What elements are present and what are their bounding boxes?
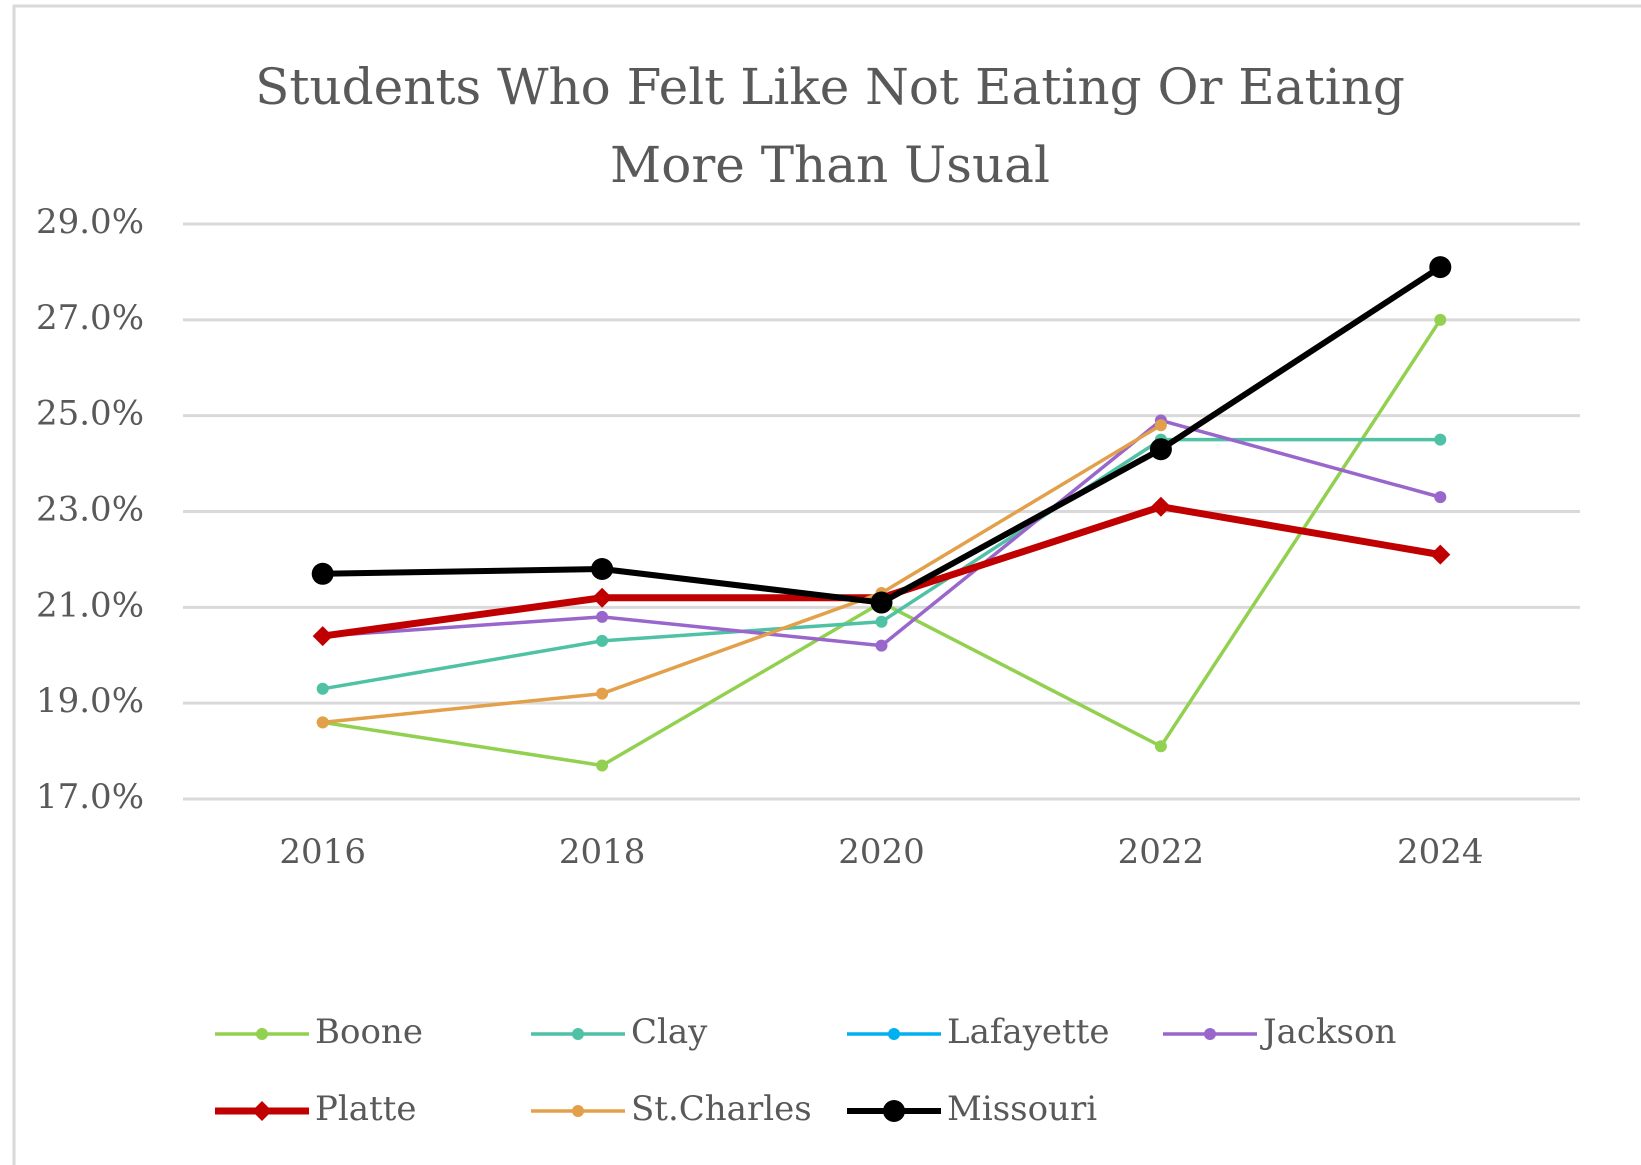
marker [596,687,609,700]
series-line [322,264,1442,606]
y-tick-label: 19.0% [36,681,144,721]
y-tick-label: 29.0% [36,202,144,242]
legend-label: Lafayette [947,1012,1109,1052]
marker [875,615,888,628]
legend-label: Boone [315,1012,423,1052]
y-tick-label: 27.0% [36,298,144,338]
marker [1434,491,1447,504]
marker [1154,419,1167,432]
marker [596,610,609,623]
x-tick-label: 2018 [559,832,646,872]
chart-border [12,4,1641,1165]
marker [596,634,609,647]
marker [870,591,893,614]
marker [1204,1028,1216,1040]
marker [572,1105,584,1117]
marker [875,639,888,652]
chart-title: Students Who Felt Like Not Eating Or Eat… [255,58,1405,194]
legend-label: St.Charles [631,1089,812,1129]
series-line [322,423,1162,725]
marker [312,626,333,647]
marker [316,716,329,729]
series-line [322,318,1442,768]
marker [591,558,614,580]
marker [883,1100,905,1122]
legend-label: Clay [631,1012,708,1052]
marker [1150,496,1171,517]
y-tick-label: 25.0% [36,394,144,434]
y-tick-label: 23.0% [36,490,144,530]
marker [1149,438,1172,461]
x-tick-label: 2016 [279,832,366,872]
x-tick-label: 2020 [838,832,925,872]
marker [1154,740,1167,753]
marker [1429,256,1452,279]
marker [1434,433,1447,446]
marker [888,1028,900,1040]
marker [252,1101,272,1121]
marker [311,562,334,585]
y-tick-label: 21.0% [36,585,144,625]
x-tick-label: 2022 [1118,832,1205,872]
marker [316,682,329,695]
legend-label: Platte [315,1089,416,1129]
marker [592,587,613,608]
y-tick-label: 17.0% [36,777,144,817]
marker [256,1028,268,1040]
legend-label: Jackson [1260,1012,1396,1052]
marker [1430,544,1451,565]
legend-label: Missouri [947,1089,1097,1129]
x-tick-label: 2024 [1397,832,1484,872]
marker [1434,313,1447,326]
marker [596,759,609,772]
marker [572,1028,584,1040]
